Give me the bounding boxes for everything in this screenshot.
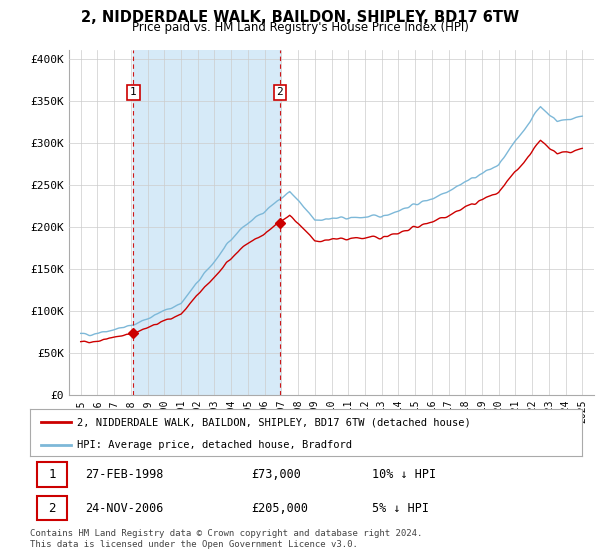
Bar xyxy=(37,496,67,520)
Text: 27-FEB-1998: 27-FEB-1998 xyxy=(85,468,164,481)
Text: 1: 1 xyxy=(48,468,56,481)
Text: 24-NOV-2006: 24-NOV-2006 xyxy=(85,502,164,515)
Text: Price paid vs. HM Land Registry's House Price Index (HPI): Price paid vs. HM Land Registry's House … xyxy=(131,21,469,34)
Text: 10% ↓ HPI: 10% ↓ HPI xyxy=(372,468,436,481)
Bar xyxy=(37,463,67,487)
Text: £73,000: £73,000 xyxy=(251,468,301,481)
Text: 2, NIDDERDALE WALK, BAILDON, SHIPLEY, BD17 6TW (detached house): 2, NIDDERDALE WALK, BAILDON, SHIPLEY, BD… xyxy=(77,417,470,427)
Text: £205,000: £205,000 xyxy=(251,502,308,515)
Text: 2: 2 xyxy=(48,502,56,515)
Bar xyxy=(133,50,280,395)
Text: 2: 2 xyxy=(276,87,283,97)
Text: 5% ↓ HPI: 5% ↓ HPI xyxy=(372,502,429,515)
Text: Contains HM Land Registry data © Crown copyright and database right 2024.
This d: Contains HM Land Registry data © Crown c… xyxy=(30,529,422,549)
Text: 2, NIDDERDALE WALK, BAILDON, SHIPLEY, BD17 6TW: 2, NIDDERDALE WALK, BAILDON, SHIPLEY, BD… xyxy=(81,10,519,25)
Text: HPI: Average price, detached house, Bradford: HPI: Average price, detached house, Brad… xyxy=(77,440,352,450)
Text: 1: 1 xyxy=(130,87,137,97)
